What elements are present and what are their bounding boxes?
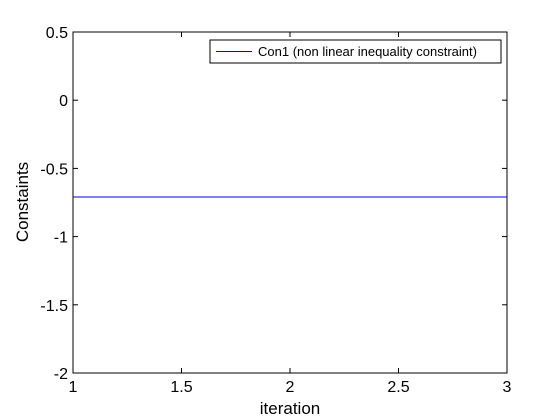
legend-box — [209, 39, 502, 64]
y-tick-label: -1.5 — [40, 298, 68, 315]
y-tick-label: -1 — [54, 230, 68, 247]
legend: Con1 (non linear inequality constraint) — [209, 39, 502, 64]
x-tick-label: 2.5 — [387, 379, 409, 396]
legend-label: Con1 (non linear inequality constraint) — [258, 44, 477, 59]
y-tick-label: -2 — [54, 366, 68, 383]
ticks: 1 1.5 2 2.5 3 -2 -1.5 -1 -0.5 0 0.5 — [40, 25, 511, 396]
y-tick-label: -0.5 — [40, 161, 68, 178]
y-tick-label: 0.5 — [46, 25, 68, 42]
x-axis-label: iteration — [260, 399, 320, 418]
x-tick-label: 3 — [503, 379, 512, 396]
x-tick-label: 1 — [69, 379, 78, 396]
y-tick-label: 0 — [59, 93, 68, 110]
x-tick-label: 1.5 — [170, 379, 192, 396]
y-axis-label: Constaints — [13, 162, 32, 242]
x-tick-label: 2 — [286, 379, 295, 396]
plot-area — [72, 31, 508, 374]
